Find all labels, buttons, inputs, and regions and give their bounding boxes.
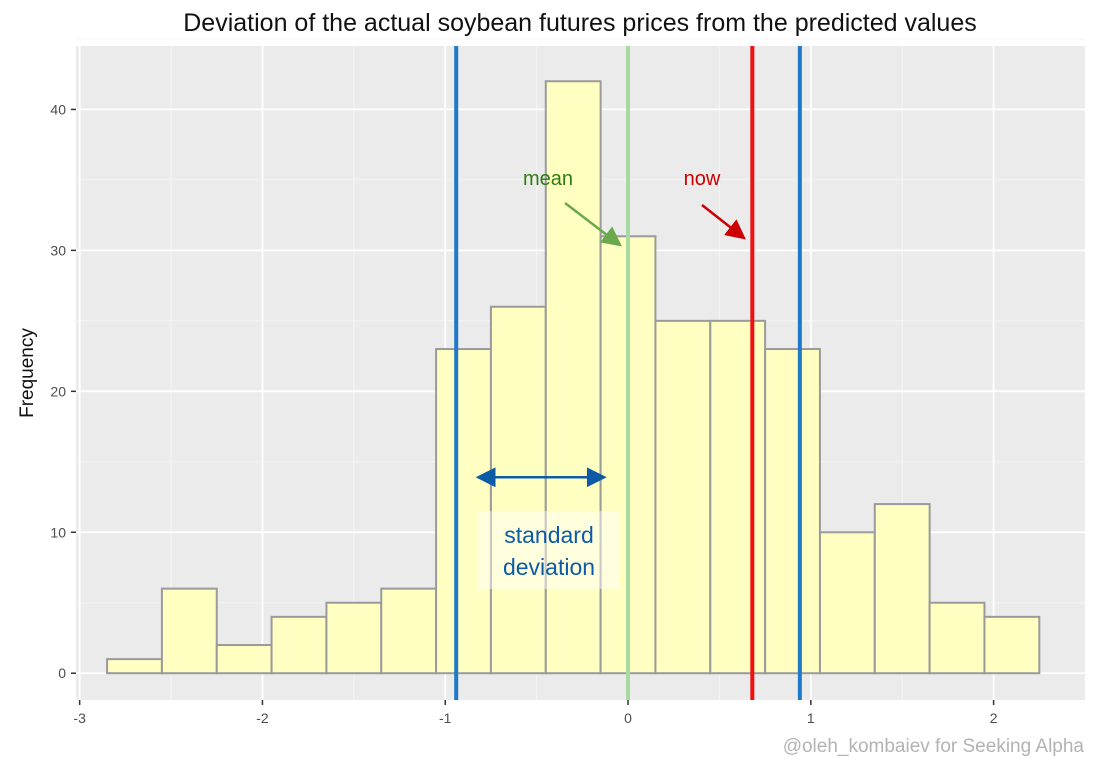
- x-tick-label: 2: [990, 710, 998, 726]
- histogram-bar: [325, 601, 383, 675]
- y-tick-label: 20: [50, 383, 66, 399]
- standard-deviation-label-line1: standard: [504, 522, 594, 548]
- histogram-bar: [928, 601, 986, 675]
- histogram-bar: [380, 587, 438, 675]
- histogram-bar: [764, 348, 821, 675]
- histogram-bar: [983, 615, 1041, 675]
- histogram-bar: [654, 319, 712, 675]
- chart-title: Deviation of the actual soybean futures …: [183, 9, 977, 37]
- histogram-bar: [818, 531, 876, 675]
- x-tick-label: -2: [256, 710, 269, 726]
- histogram-bar: [435, 348, 492, 675]
- reference-lines: [454, 46, 802, 700]
- y-tick-label: 0: [58, 665, 66, 681]
- now-label: now: [684, 168, 721, 190]
- credit-text: @oleh_kombaiev for Seeking Alpha: [783, 736, 1085, 757]
- histogram-bar: [270, 615, 328, 675]
- y-axis-ticks: 0 10 20 30 40: [50, 101, 76, 681]
- x-tick-label: -3: [73, 710, 86, 726]
- standard-deviation-label-line2: deviation: [503, 554, 595, 580]
- standard-deviation-label-background: [478, 511, 620, 589]
- y-tick-label: 30: [50, 242, 66, 258]
- x-tick-label: -1: [439, 710, 452, 726]
- histogram-bar: [106, 658, 163, 675]
- histogram-bar: [873, 503, 931, 675]
- histogram-bar: [160, 587, 218, 675]
- x-tick-label: 0: [624, 710, 632, 726]
- y-tick-label: 40: [50, 101, 66, 117]
- histogram-bar: [709, 319, 767, 675]
- histogram-bar: [489, 305, 547, 675]
- x-tick-label: 1: [807, 710, 815, 726]
- y-axis-label: Frequency: [17, 328, 38, 418]
- y-tick-label: 10: [50, 524, 66, 540]
- now-arrow: [701, 204, 746, 240]
- histogram-bars: [106, 80, 1041, 675]
- histogram-bar: [544, 80, 602, 675]
- mean-arrow: [564, 202, 622, 247]
- histogram-bar: [215, 644, 273, 675]
- x-axis-ticks: -3 -2 -1 0 1 2: [73, 700, 998, 726]
- mean-label: mean: [523, 168, 573, 190]
